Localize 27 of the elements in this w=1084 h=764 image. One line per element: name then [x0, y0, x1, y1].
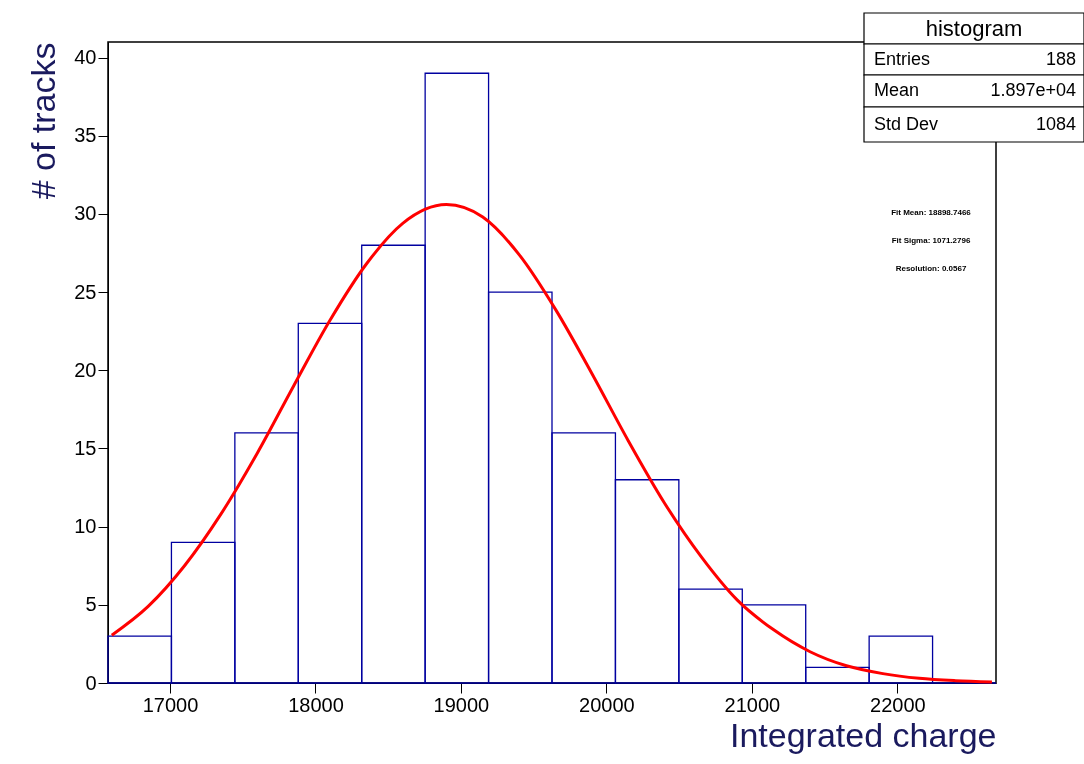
- y-axis-title: # of tracks: [24, 42, 63, 200]
- annotation: Mean: [874, 80, 920, 100]
- x-tick-label: 22000: [870, 693, 926, 716]
- y-tick-label: 25: [74, 280, 97, 303]
- x-tick-label: 19000: [433, 693, 490, 716]
- x-tick-label: 18000: [288, 693, 344, 716]
- text: 188: [1045, 48, 1076, 69]
- x-tick-label: 21000: [724, 693, 781, 716]
- y-tick-label: 20: [74, 358, 97, 381]
- y-tick-label: 40: [74, 46, 97, 69]
- y-tick-label: 5: [85, 593, 97, 616]
- annotation: Entries: [874, 48, 931, 69]
- annotation: Fit Mean: 18898.7466: [891, 208, 972, 217]
- x-tick-label: 20000: [579, 693, 635, 716]
- y-tick-label: 15: [74, 436, 97, 459]
- y-tick-label: 0: [85, 671, 97, 694]
- y-tick-label: 10: [74, 515, 97, 538]
- annotation: Std Dev: [874, 113, 939, 134]
- text: histogram: [925, 16, 1023, 41]
- text: 1084: [1035, 113, 1076, 134]
- y-tick-label: 30: [74, 202, 97, 225]
- annotation: Fit Sigma: 1071.2796: [891, 236, 971, 245]
- annotation: Resolution: 0.0567: [895, 264, 967, 273]
- annotation: 1.897e+04: [990, 80, 1076, 100]
- x-tick-label: 17000: [142, 693, 199, 716]
- y-tick-label: 35: [74, 124, 97, 147]
- x-axis-title: Integrated charge: [729, 715, 997, 754]
